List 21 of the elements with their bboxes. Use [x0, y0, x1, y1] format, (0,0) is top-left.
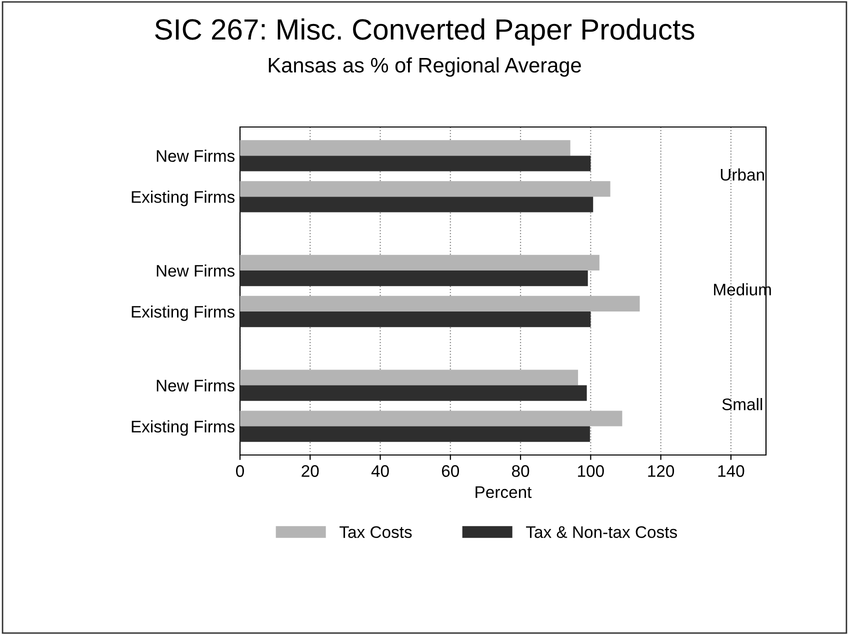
x-axis-title: Percent — [476, 486, 532, 498]
y-tick-label: New Firms — [156, 264, 235, 277]
x-tick-label: 100 — [578, 465, 604, 477]
x-tick-label: 80 — [512, 465, 530, 477]
x-tick-label: 140 — [718, 465, 744, 477]
chart-subtitle: Kansas as % of Regional Average — [268, 57, 581, 77]
y-tick-label: New Firms — [156, 379, 235, 392]
x-tick-label: 0 — [236, 465, 244, 477]
y-tick-label: Existing Firms — [132, 420, 235, 436]
x-tick-label: 60 — [442, 465, 460, 477]
legend-label: Tax & Non-tax Costs — [526, 526, 677, 538]
y-tick-label: Existing Firms — [132, 190, 235, 206]
y-tick-label: Existing Firms — [132, 305, 235, 321]
annotation: Small — [722, 398, 762, 410]
annotation: Urban — [720, 168, 764, 181]
legend-label: Tax Costs — [340, 526, 412, 538]
chart-title: SIC 267: Misc. Converted Paper Products — [155, 18, 694, 46]
y-tick-label: New Firms — [156, 150, 235, 162]
x-tick-label: 20 — [302, 465, 319, 477]
x-tick-label: 40 — [371, 465, 389, 477]
x-tick-label: 120 — [648, 465, 674, 477]
